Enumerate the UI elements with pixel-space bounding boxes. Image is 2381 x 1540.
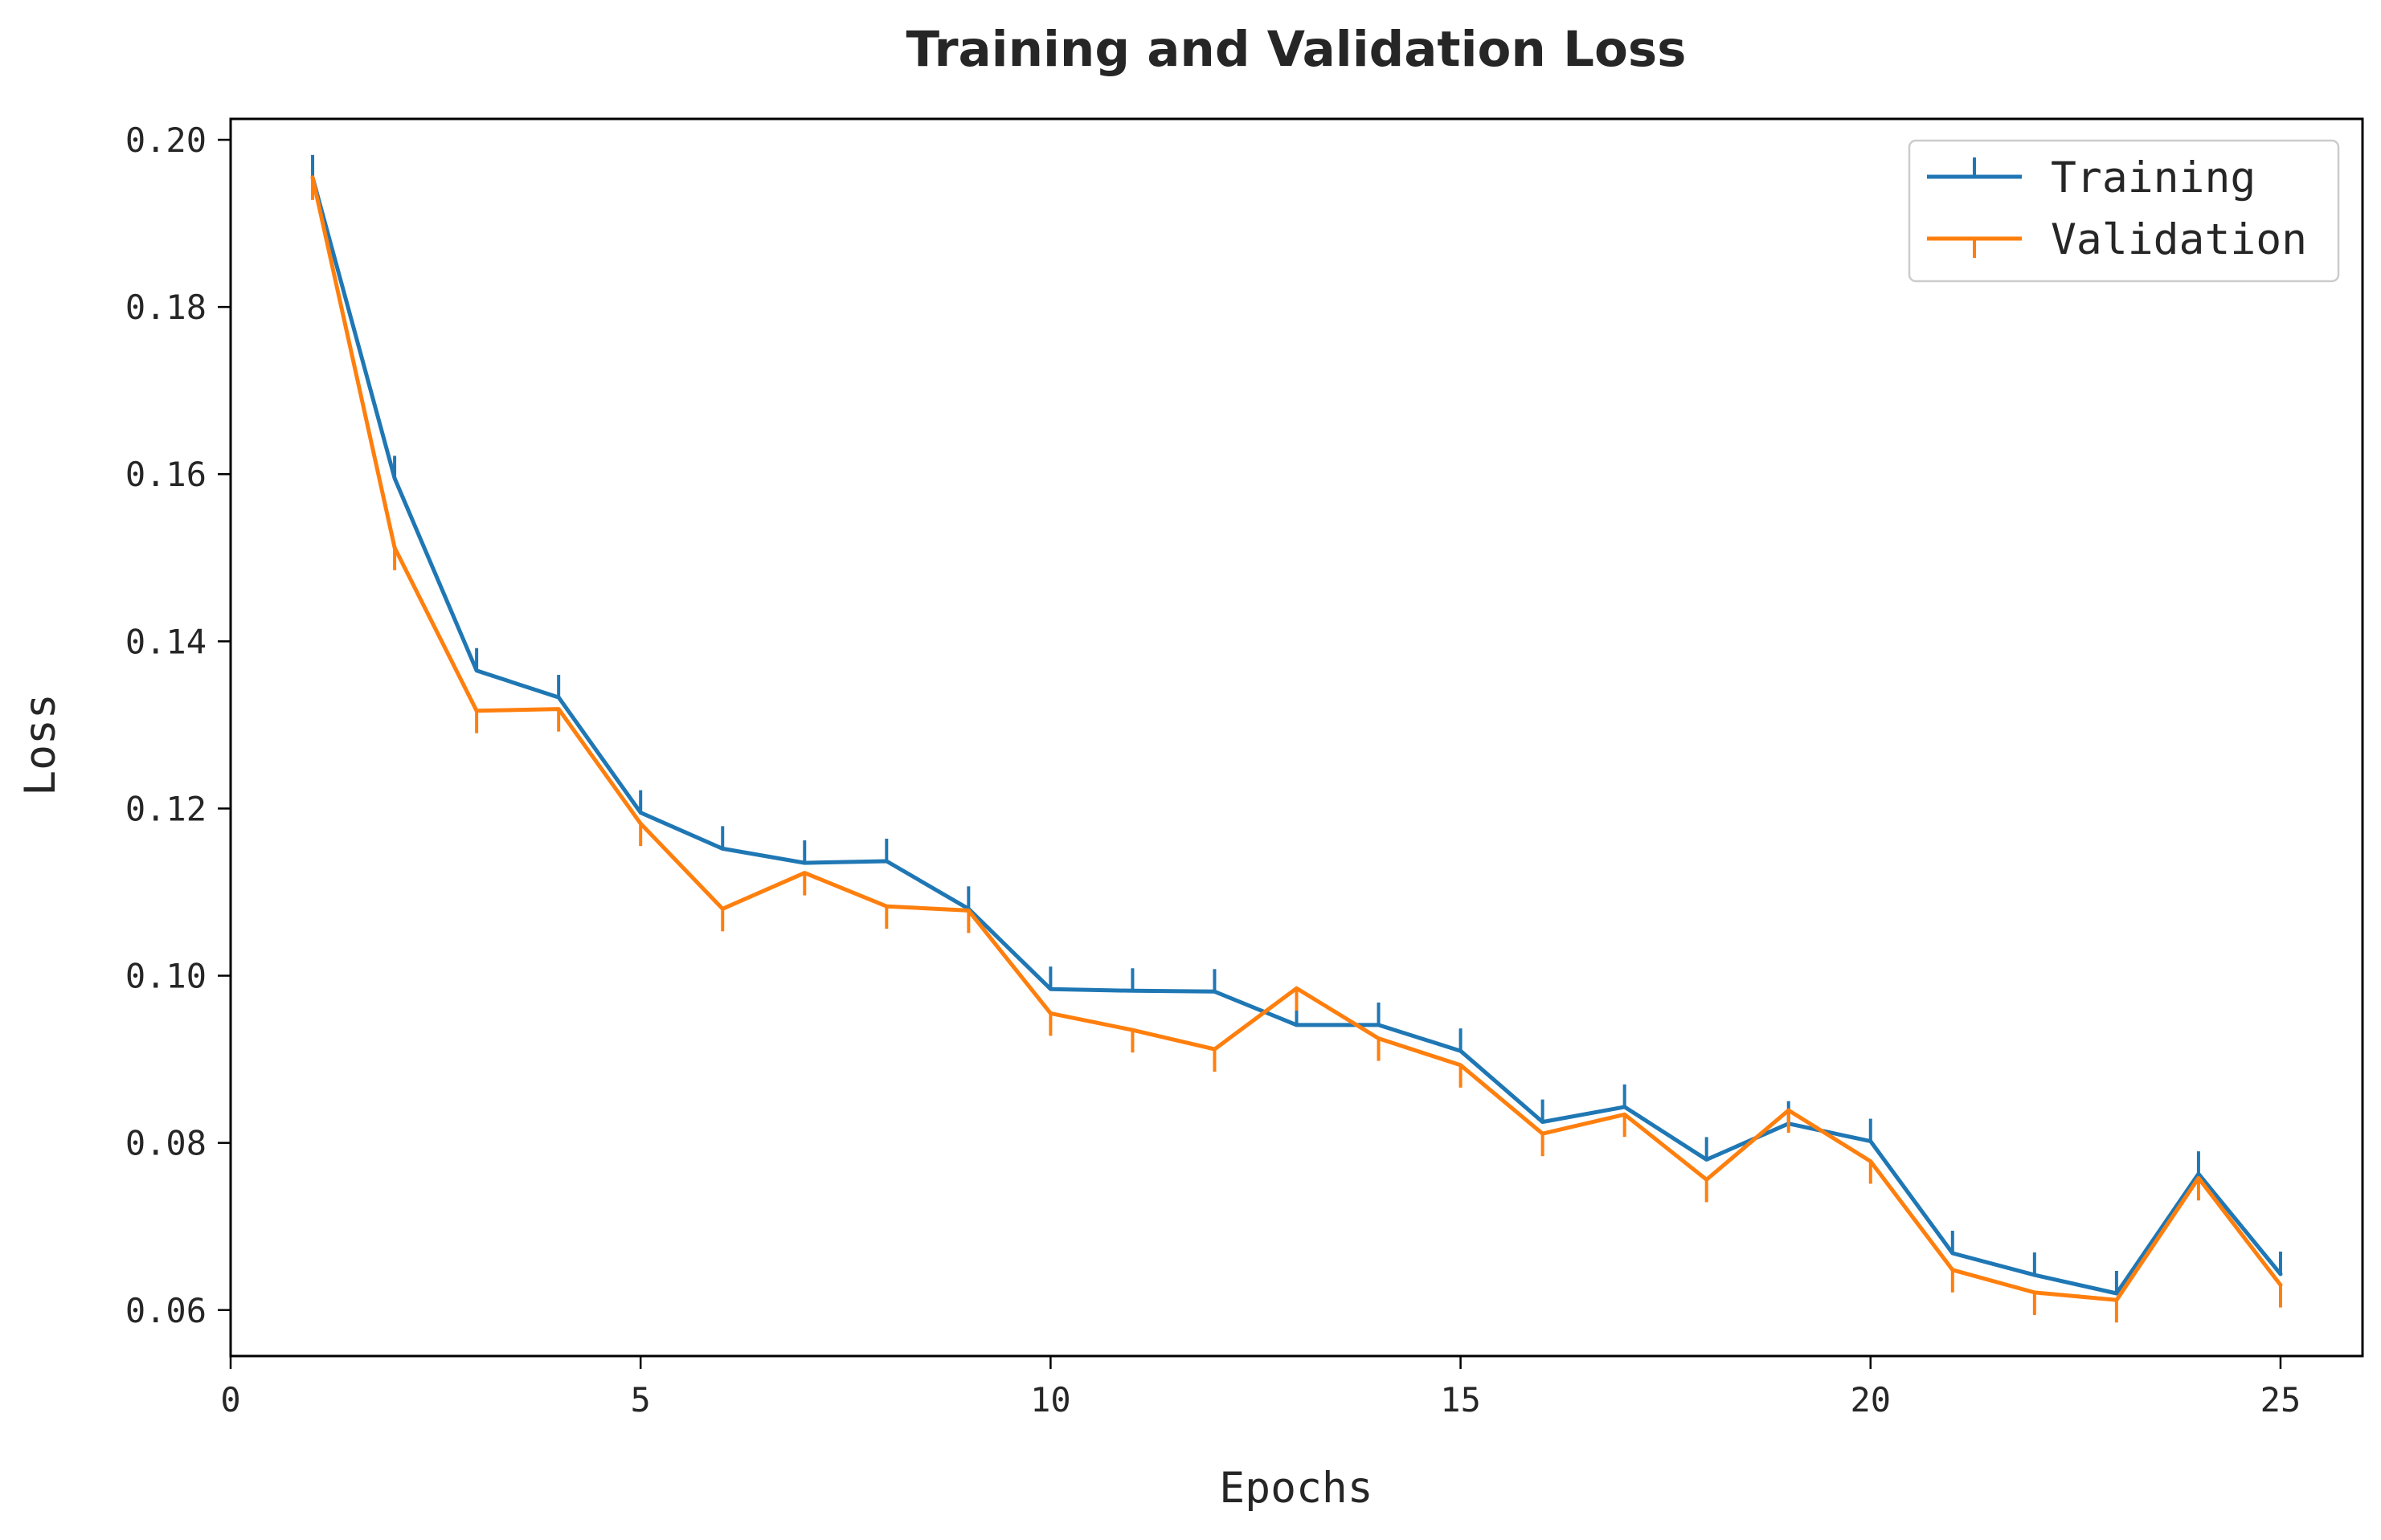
plot-frame <box>229 117 2364 1358</box>
y-tick-label-0.20: 0.20 <box>125 121 207 160</box>
legend: Training Validation <box>1908 139 2340 283</box>
legend-item-validation: Validation <box>1927 215 2307 264</box>
x-tick-label-0: 0 <box>220 1380 240 1419</box>
y-tick-label-0.08: 0.08 <box>125 1124 207 1163</box>
legend-label-training: Training <box>2051 153 2256 202</box>
x-axis-ticks: 0 5 10 15 20 25 <box>220 1356 2301 1419</box>
x-tick-label-20: 20 <box>1850 1380 1891 1419</box>
series-layer <box>310 154 2283 1323</box>
y-axis-label: Loss <box>16 693 65 796</box>
y-axis-ticks: 0.06 0.08 0.10 0.12 0.14 0.16 0.18 0.20 <box>125 121 231 1330</box>
x-tick-label-10: 10 <box>1030 1380 1071 1419</box>
x-axis-label: Epochs <box>1219 1464 1373 1513</box>
chart-title: Training and Validation Loss <box>906 21 1687 78</box>
series-training <box>310 154 2283 1296</box>
y-tick-label-0.06: 0.06 <box>125 1291 207 1330</box>
y-tick-label-0.18: 0.18 <box>125 288 207 327</box>
y-tick-label-0.12: 0.12 <box>125 789 207 828</box>
y-tick-label-0.10: 0.10 <box>125 957 207 996</box>
y-tick-label-0.14: 0.14 <box>125 622 207 661</box>
legend-label-validation: Validation <box>2051 215 2307 264</box>
x-tick-label-5: 5 <box>631 1380 651 1419</box>
x-tick-label-15: 15 <box>1440 1380 1481 1419</box>
series-validation <box>310 175 2283 1323</box>
y-tick-label-0.16: 0.16 <box>125 455 207 494</box>
x-tick-label-25: 25 <box>2260 1380 2301 1419</box>
legend-item-training: Training <box>1927 153 2256 202</box>
